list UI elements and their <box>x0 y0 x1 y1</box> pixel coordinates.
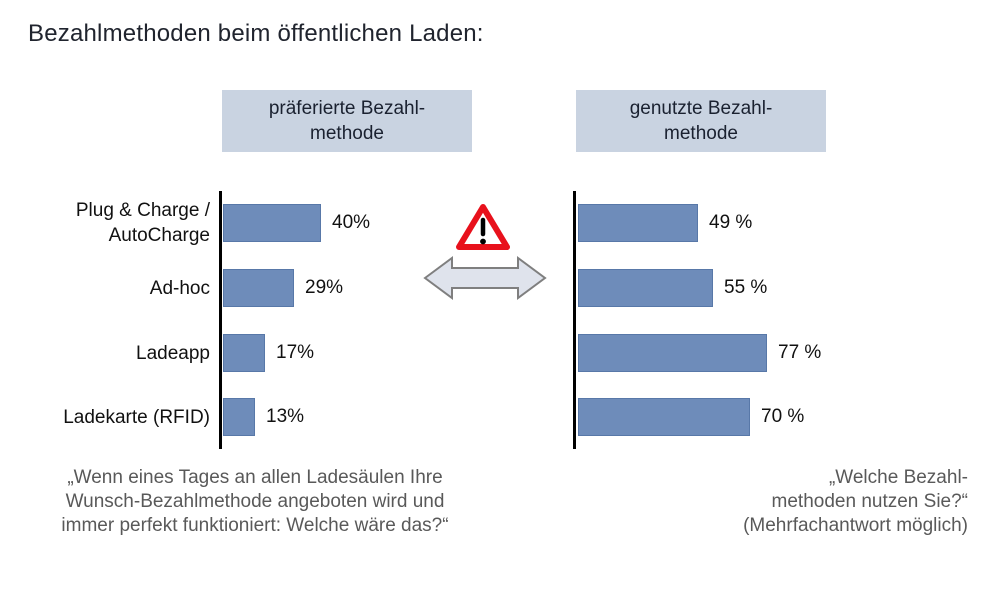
footnote-used-line2: methoden nutzen Sie?“ <box>771 491 968 512</box>
footnote-preferred-question: „Wenn eines Tages an allen Ladesäulen Ih… <box>25 466 485 538</box>
bar-row-used-ladekarte: 70 % <box>578 398 804 436</box>
bar-row-used-plug-and-charge: 49 % <box>578 204 752 242</box>
category-label-ladeapp: Ladeapp <box>136 342 210 364</box>
header-used-line2: methode <box>664 123 738 144</box>
bar-preferred-ladekarte <box>223 398 255 436</box>
bar-row-preferred-ladekarte: 13% <box>223 398 304 436</box>
value-label-preferred-ladeapp: 17% <box>276 342 315 363</box>
axis-line-used <box>573 191 576 449</box>
header-preferred-line2: methode <box>310 123 384 144</box>
bar-used-plug-and-charge <box>578 204 698 242</box>
footnote-preferred-line1: „Wenn eines Tages an allen Ladesäulen Ih… <box>67 467 443 488</box>
value-label-preferred-plug-and-charge: 40% <box>332 212 371 233</box>
footnote-used-question: „Welche Bezahl- methoden nutzen Sie?“ (M… <box>688 466 968 538</box>
footnote-preferred-line3: immer perfekt funktioniert: Welche wäre … <box>61 515 449 536</box>
bar-row-preferred-ladeapp: 17% <box>223 334 314 372</box>
axis-line-preferred <box>219 191 222 449</box>
footnote-used-line3: (Mehrfachantwort möglich) <box>743 515 968 536</box>
header-preferred-method: präferierte Bezahl- methode <box>222 90 472 152</box>
left-right-arrow-icon <box>423 256 547 300</box>
bar-preferred-ladeapp <box>223 334 265 372</box>
value-label-used-ad-hoc: 55 % <box>724 277 768 298</box>
bar-row-used-ladeapp: 77 % <box>578 334 821 372</box>
bar-used-ladekarte <box>578 398 750 436</box>
value-label-used-ladeapp: 77 % <box>778 342 822 363</box>
warning-triangle-icon <box>456 204 510 250</box>
bar-used-ladeapp <box>578 334 767 372</box>
category-label-plug-and-charge: Plug & Charge / AutoCharge <box>75 200 210 246</box>
value-label-used-plug-and-charge: 49 % <box>709 212 753 233</box>
category-label-ladekarte: Ladekarte (RFID) <box>63 406 210 428</box>
bar-used-ad-hoc <box>578 269 713 307</box>
header-used-method: genutzte Bezahl- methode <box>576 90 826 152</box>
value-label-preferred-ladekarte: 13% <box>266 406 305 427</box>
header-used-line1: genutzte Bezahl- <box>629 98 773 119</box>
value-label-used-ladekarte: 70 % <box>761 406 805 427</box>
bar-row-used-ad-hoc: 55 % <box>578 269 767 307</box>
bar-row-preferred-plug-and-charge: 40% <box>223 204 370 242</box>
bar-preferred-ad-hoc <box>223 269 294 307</box>
value-label-preferred-ad-hoc: 29% <box>305 277 344 298</box>
header-preferred-line1: präferierte Bezahl- <box>268 98 426 119</box>
bar-preferred-plug-and-charge <box>223 204 321 242</box>
footnote-preferred-line2: Wunsch-Bezahlmethode angeboten wird und <box>65 491 445 512</box>
footnote-used-line1: „Welche Bezahl- <box>828 467 968 488</box>
chart-title: Bezahlmethoden beim öffentlichen Laden: <box>28 20 484 47</box>
bar-row-preferred-ad-hoc: 29% <box>223 269 343 307</box>
category-label-ad-hoc: Ad-hoc <box>149 277 210 299</box>
